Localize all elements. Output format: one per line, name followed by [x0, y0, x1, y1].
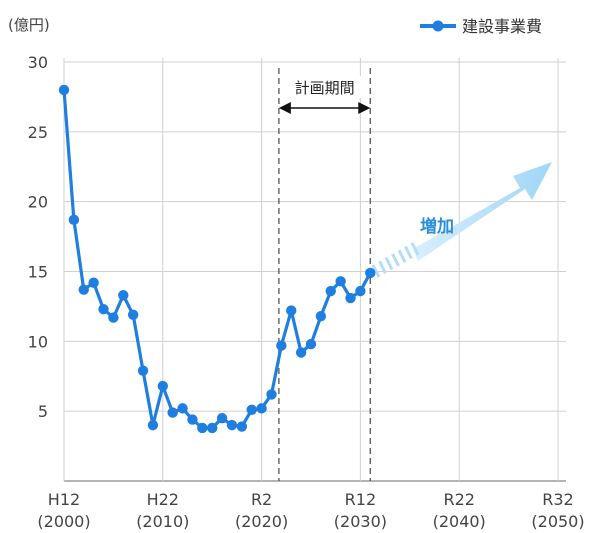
data-point — [365, 267, 376, 279]
x-tick-year-label: (2040) — [433, 512, 486, 531]
x-tick-labels: H12 (2000) H22 (2010) R2 (2020) R12 (2030) R22 (2… — [37, 490, 584, 531]
y-tick-label: 25 — [28, 123, 48, 142]
legend-label: 建設事業費 — [462, 17, 542, 36]
planning-period-arrowhead-left — [278, 102, 291, 114]
x-tick-era-label: R2 — [251, 490, 272, 509]
x-tick-year-label: (2000) — [37, 512, 90, 531]
data-point — [355, 285, 366, 297]
x-tick-era-label: R12 — [345, 490, 376, 509]
data-point — [197, 422, 208, 434]
data-point — [236, 421, 248, 432]
data-point — [345, 292, 356, 304]
y-axis-unit-label: (億円) — [8, 16, 50, 34]
series-line-construction-cost — [62, 89, 372, 430]
y-tick-label: 10 — [28, 332, 48, 351]
y-tick-label: 15 — [28, 263, 48, 282]
increase-arrow-stripes — [371, 242, 420, 278]
increase-arrow-stripe — [391, 253, 400, 267]
increase-label: 増加 — [420, 216, 454, 237]
data-point — [98, 304, 109, 315]
x-grid — [63, 58, 559, 481]
x-tick-era-label: R22 — [443, 490, 474, 509]
increase-arrow-stripe — [410, 242, 420, 256]
series-points — [58, 84, 376, 434]
data-point — [58, 84, 70, 96]
increase-arrow — [371, 162, 552, 278]
data-point — [78, 284, 89, 295]
data-point — [325, 285, 336, 297]
x-tick-era-label: H12 — [48, 490, 80, 509]
data-point — [286, 305, 297, 316]
data-point — [315, 310, 327, 322]
data-point — [68, 214, 80, 226]
data-point — [88, 277, 99, 288]
data-point — [137, 365, 149, 376]
data-point — [127, 309, 139, 320]
data-point — [177, 403, 188, 414]
x-tick-year-label: (2020) — [235, 512, 288, 531]
y-tick-labels: 5 10 15 20 25 30 — [28, 53, 48, 421]
increase-arrow-stripe — [378, 260, 387, 274]
increase-arrow-stripe — [384, 256, 394, 271]
data-point — [335, 276, 346, 287]
data-point — [157, 380, 168, 392]
data-point — [207, 422, 218, 434]
legend-marker-swatch — [432, 20, 444, 32]
data-point — [167, 407, 178, 418]
data-point — [226, 419, 238, 431]
x-tick-year-label: (2010) — [136, 512, 189, 531]
increase-arrow-stripe — [371, 264, 381, 278]
x-tick-year-label: (2030) — [334, 512, 387, 531]
increase-arrow-stripe — [397, 249, 407, 263]
x-tick-era-label: R32 — [542, 490, 573, 509]
data-point — [108, 312, 119, 323]
data-point — [118, 290, 129, 301]
x-tick-era-label: H22 — [147, 490, 179, 509]
data-point — [295, 347, 307, 358]
planning-period: 計画期間 — [278, 68, 371, 481]
y-tick-label: 20 — [28, 193, 48, 212]
planning-period-arrowhead-right — [358, 102, 371, 114]
data-point — [266, 389, 277, 400]
data-point — [187, 414, 198, 425]
data-point — [256, 403, 267, 414]
data-point — [147, 419, 159, 431]
legend: 建設事業費 — [420, 17, 542, 36]
grid — [64, 61, 566, 482]
x-tick-year-label: (2050) — [531, 512, 584, 531]
data-point — [276, 340, 287, 351]
increase-arrow-shape — [413, 162, 552, 261]
data-point — [305, 338, 317, 350]
y-tick-label: 5 — [38, 402, 48, 421]
planning-period-label: 計画期間 — [295, 79, 355, 97]
data-point — [216, 412, 228, 424]
data-point — [246, 404, 257, 415]
increase-arrow-stripe — [404, 245, 413, 260]
y-tick-label: 30 — [28, 53, 48, 72]
planning-period-label-background — [281, 76, 368, 98]
